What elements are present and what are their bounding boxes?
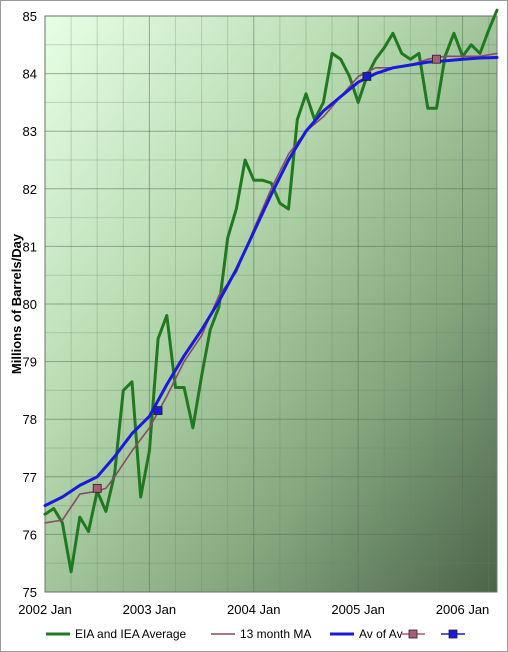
legend-item: 13 month MA [211,627,311,641]
y-tick-label: 75 [23,585,37,600]
legend-label: EIA and IEA Average [75,627,187,641]
y-tick-label: 85 [23,9,37,24]
y-axis-title: Millions of Barrels/Day [9,233,24,374]
x-tick-label: 2004 Jan [227,602,281,617]
y-tick-label: 84 [23,67,37,82]
legend-item: EIA and IEA Average [46,627,187,641]
x-axis: 2002 Jan 2003 Jan 2004 Jan 2005 Jan 2006 Jan [18,602,489,617]
series-4-marker [362,72,372,81]
x-tick-label: 2006 Jan [436,602,490,617]
x-tick-label: 2005 Jan [331,602,385,617]
y-axis: 75 76 77 78 79 80 81 82 83 84 85 [23,9,37,600]
y-tick-label: 83 [23,124,37,139]
y-tick-label: 78 [23,412,37,427]
series-2-line [43,56,499,508]
series-0-line [43,8,499,574]
legend-label: Av of Av [359,627,403,641]
legend-marker [448,629,458,639]
y-tick-label: 82 [23,182,37,197]
x-tick-label: 2003 Jan [123,602,177,617]
y-tick-label: 79 [23,355,37,370]
grid [44,15,497,593]
legend: EIA and IEA Average 13 month MA Av of Av [46,627,465,641]
series-3-marker [432,54,441,64]
legend-label: 13 month MA [240,627,311,641]
legend-item [401,629,425,639]
legend-item [441,629,465,639]
series-4-marker [153,406,163,415]
series-layer [43,8,499,574]
y-tick-label: 77 [23,470,37,485]
y-tick-label: 76 [23,527,37,542]
series-3-marker [92,483,102,493]
y-tick-label: 81 [23,239,37,254]
legend-marker [408,629,418,639]
y-tick-label: 80 [23,297,37,312]
x-tick-label: 2002 Jan [18,602,72,617]
legend-item: Av of Av [330,627,403,641]
